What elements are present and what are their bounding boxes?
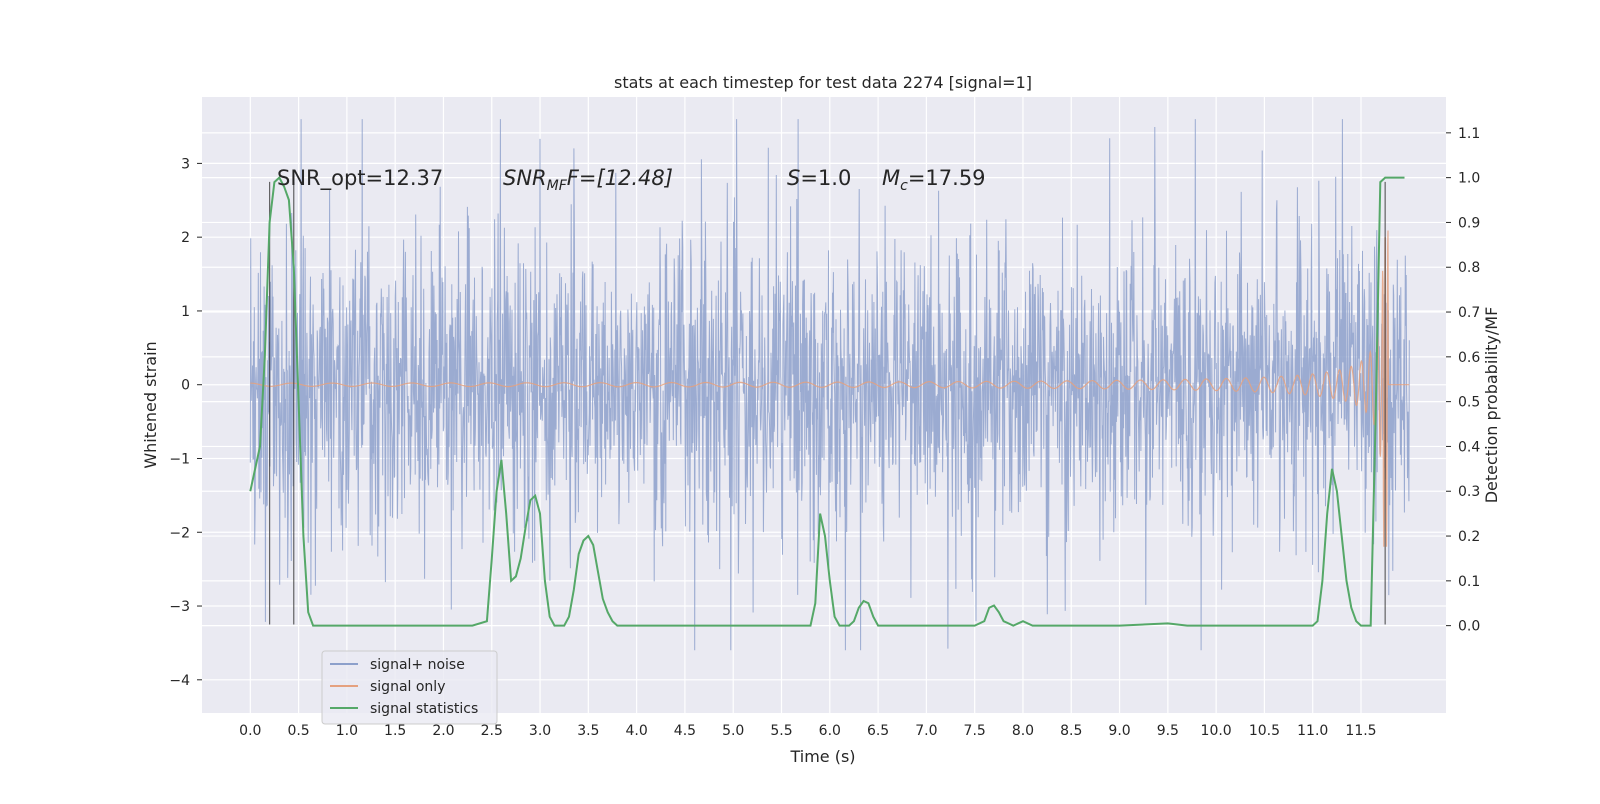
x-tick-label: 11.0 (1297, 723, 1328, 739)
x-tick-label: 0.0 (239, 723, 261, 739)
annotation-snr-opt: SNR_opt=12.37 (277, 166, 443, 191)
x-tick-label: 4.0 (625, 723, 647, 739)
x-tick-label: 5.5 (770, 723, 792, 739)
annotation-snr-mf: SNRMFF=[12.48] (503, 166, 673, 194)
annotation-mc: Mc=17.59 (882, 166, 986, 194)
x-tick-label: 2.0 (432, 723, 454, 739)
x-axis-label: Time (s) (789, 747, 855, 766)
chart-title: stats at each timestep for test data 227… (614, 73, 1032, 92)
y2-tick-label: 0.7 (1458, 305, 1480, 321)
y2-tick-label: 0.2 (1458, 529, 1480, 545)
legend-label-signal-noise: signal+ noise (370, 657, 465, 673)
x-tick-label: 7.5 (964, 723, 986, 739)
annotation-snr-mf-suffix: F=[12.48] (567, 166, 673, 190)
y2-tick-label: 0.8 (1458, 260, 1480, 276)
x-tick-label: 8.0 (1012, 723, 1034, 739)
y2-tick-label: 0.9 (1458, 215, 1480, 231)
legend-label-signal-statistics: signal statistics (370, 701, 478, 717)
annotation-s-value: =1.0 (800, 166, 851, 190)
x-tick-label: 5.0 (722, 723, 744, 739)
annotation-mc-value: =17.59 (908, 166, 986, 190)
legend: signal+ noise signal only signal statist… (322, 651, 497, 724)
y-tick-label: −2 (169, 525, 190, 541)
y2-tick-label: 0.0 (1458, 619, 1480, 635)
annotation-s-var: S (787, 166, 800, 190)
y2-tick-label: 0.1 (1458, 574, 1480, 590)
y-tick-label: 3 (181, 156, 190, 172)
x-tick-label: 3.5 (577, 723, 599, 739)
annotation-snr-mf-prefix: SNR (503, 166, 547, 190)
y2-tick-label: 1.0 (1458, 171, 1480, 187)
legend-label-signal-only: signal only (370, 679, 445, 695)
y-tick-label: 1 (181, 304, 190, 320)
x-tick-label: 11.5 (1345, 723, 1376, 739)
x-tick-label: 8.5 (1060, 723, 1082, 739)
annotation-s: S=1.0 (787, 166, 851, 190)
y-tick-label: −1 (169, 451, 190, 467)
x-tick-label: 1.5 (384, 723, 406, 739)
y2-tick-label: 0.5 (1458, 395, 1480, 411)
annotation-mc-var: M (882, 166, 900, 190)
x-tick-label: 3.0 (529, 723, 551, 739)
y2-tick-label: 0.3 (1458, 484, 1480, 500)
x-tick-label: 6.0 (819, 723, 841, 739)
y-axis-label-left: Whitened strain (141, 341, 160, 468)
x-tick-label: 9.0 (1108, 723, 1130, 739)
y2-tick-label: 0.6 (1458, 350, 1480, 366)
x-tick-label: 1.0 (336, 723, 358, 739)
y-tick-label: 2 (181, 230, 190, 246)
annotation-snr-mf-subscript: MF (547, 178, 568, 194)
y-tick-label: −3 (169, 599, 190, 615)
x-tick-label: 9.5 (1157, 723, 1179, 739)
x-tick-label: 6.5 (867, 723, 889, 739)
y-tick-label: 0 (181, 378, 190, 394)
y2-tick-label: 0.4 (1458, 439, 1480, 455)
x-tick-label: 7.0 (915, 723, 937, 739)
x-tick-label: 10.0 (1201, 723, 1232, 739)
x-tick-label: 4.5 (674, 723, 696, 739)
x-tick-label: 2.5 (481, 723, 503, 739)
y-axis-label-right: Detection probability/MF (1482, 307, 1501, 504)
y2-tick-label: 1.1 (1458, 126, 1480, 142)
y-tick-label: −4 (169, 673, 190, 689)
x-tick-label: 0.5 (287, 723, 309, 739)
x-tick-label: 10.5 (1249, 723, 1280, 739)
